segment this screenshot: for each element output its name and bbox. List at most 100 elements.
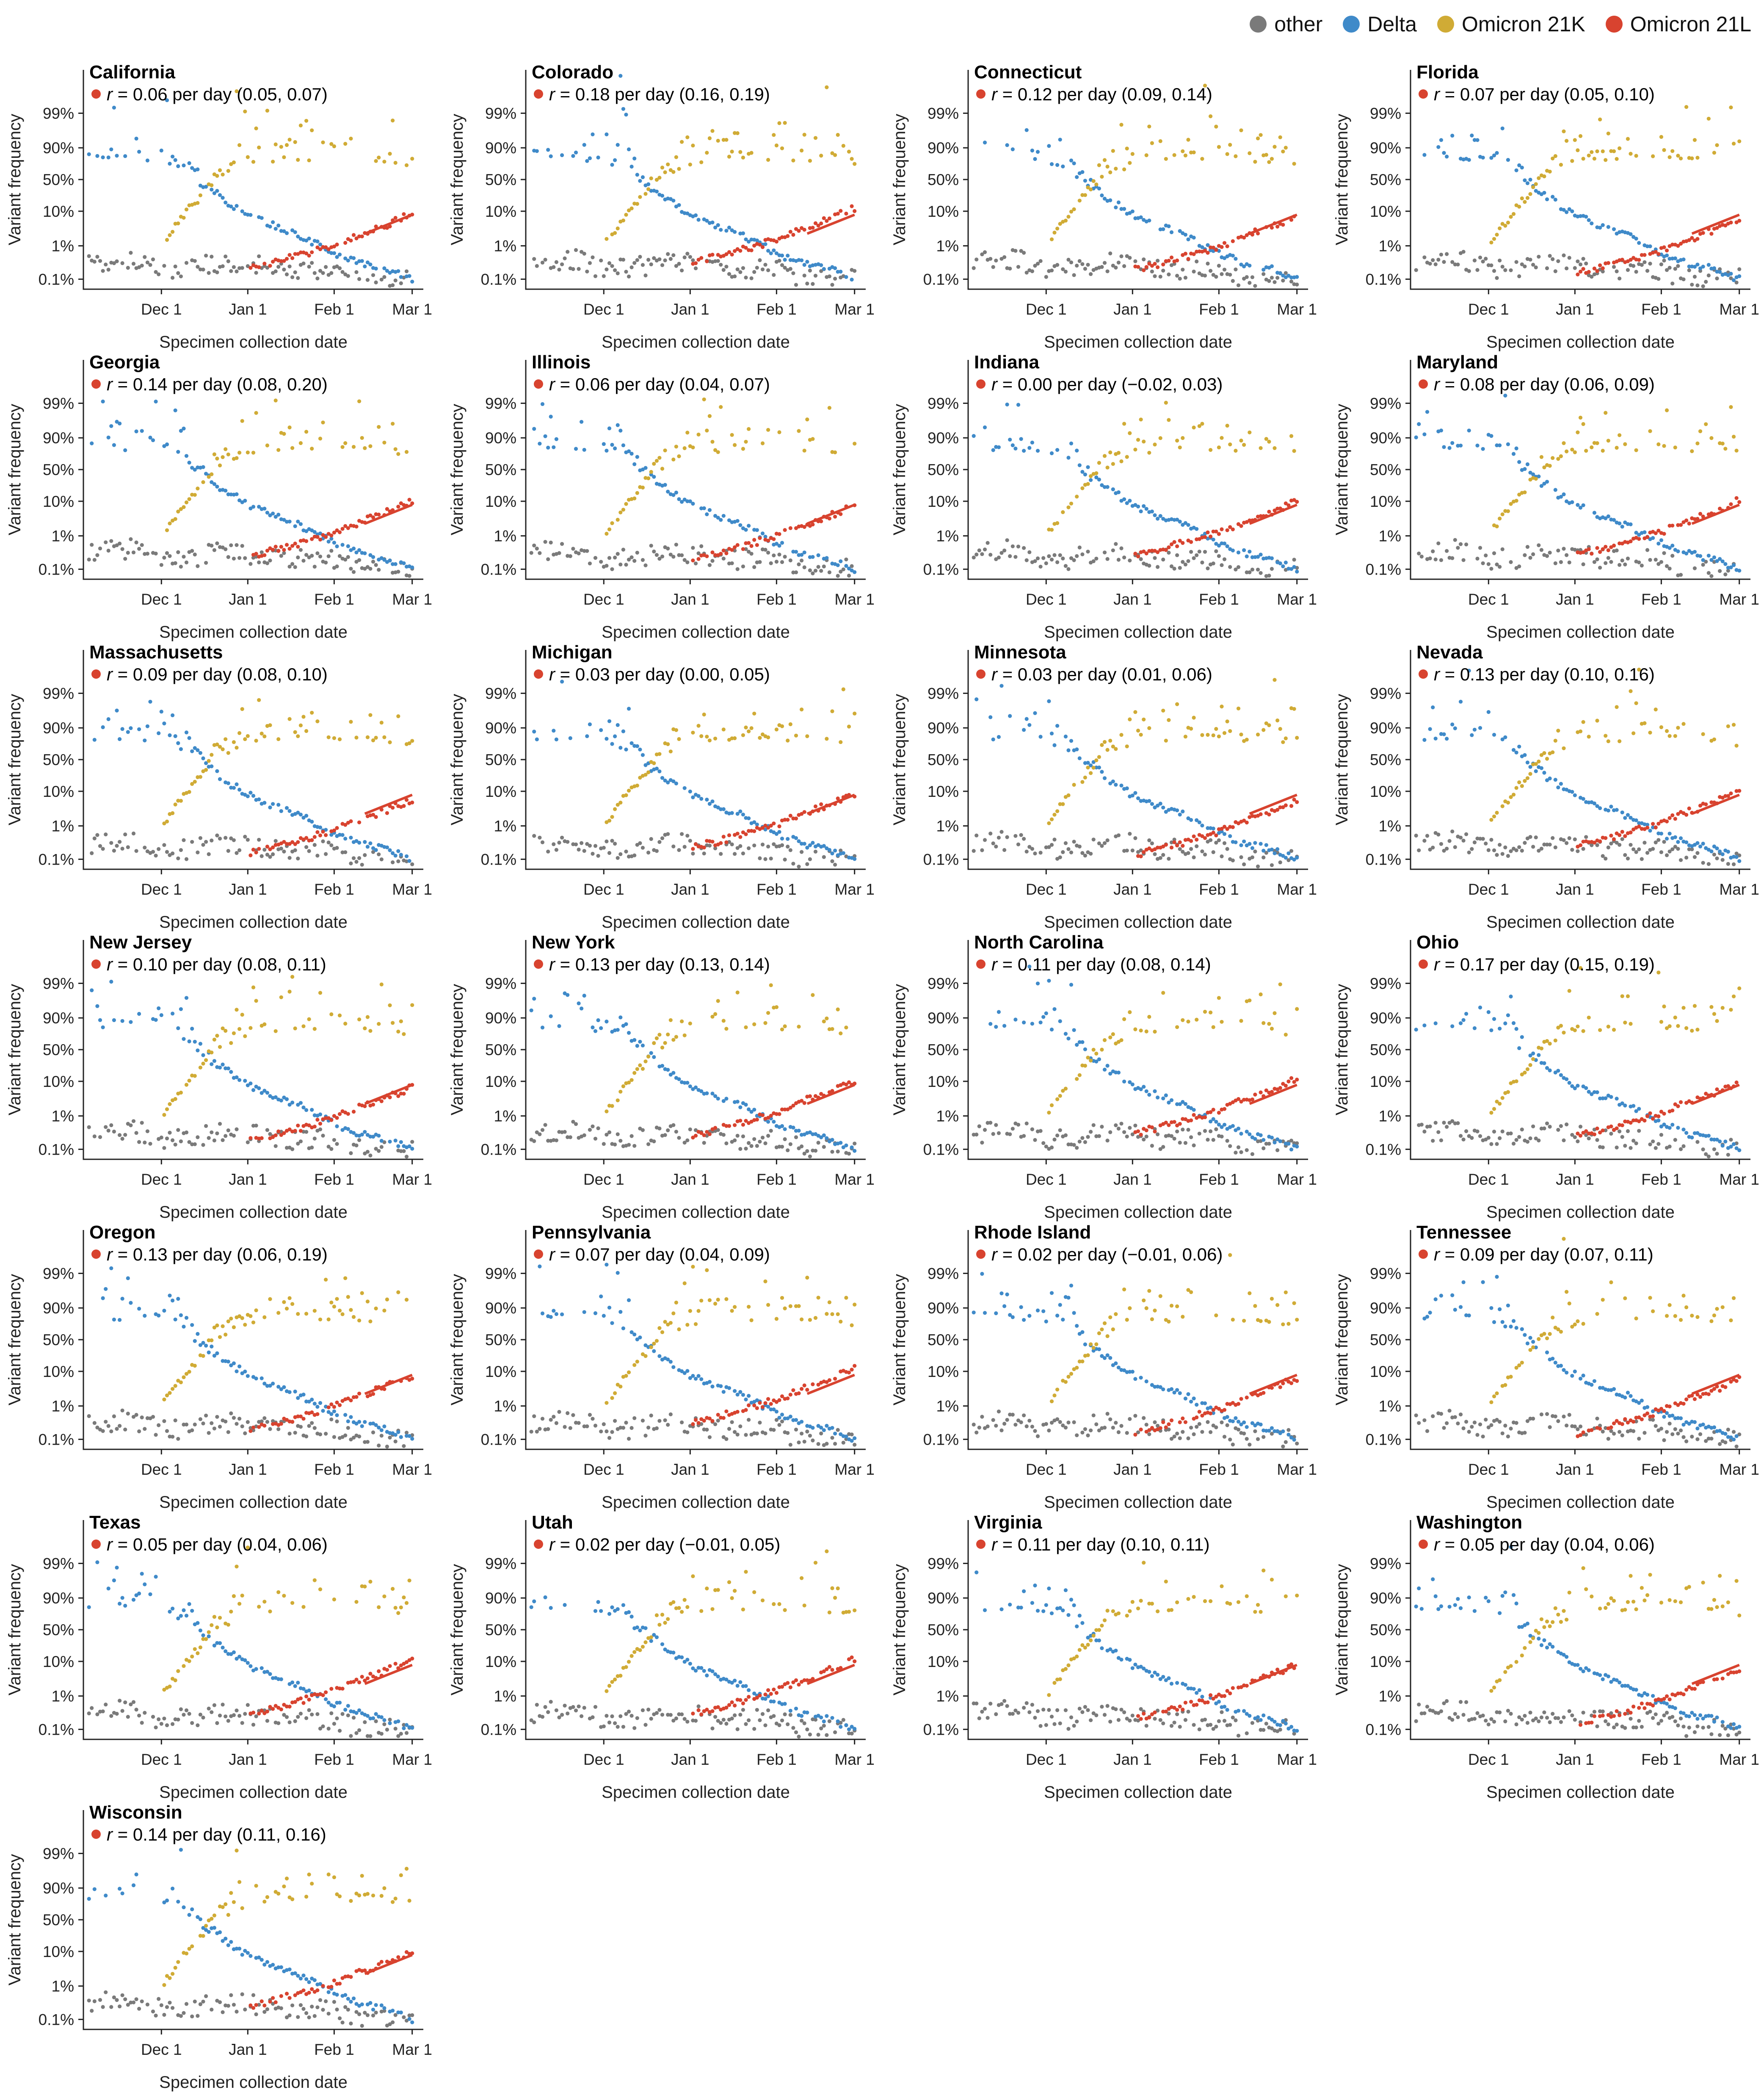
series-delta [1422, 669, 1741, 863]
data-point [95, 154, 99, 158]
data-point [1027, 550, 1031, 554]
data-point [1025, 850, 1029, 854]
data-point [1150, 141, 1154, 145]
data-point [313, 1125, 317, 1128]
data-point [1693, 275, 1697, 279]
data-point [1209, 448, 1212, 452]
data-point [1083, 1048, 1087, 1051]
data-point [674, 155, 678, 159]
data-point [1607, 556, 1610, 560]
data-point [1534, 182, 1538, 186]
data-point [346, 544, 350, 548]
data-point [666, 252, 670, 256]
data-point [224, 1134, 227, 1138]
data-point [146, 158, 149, 162]
data-point [1228, 442, 1232, 446]
data-point [605, 840, 608, 843]
data-point [251, 505, 255, 509]
data-point [315, 1118, 319, 1122]
data-point [201, 480, 205, 484]
data-point [1184, 735, 1187, 738]
data-point [1695, 851, 1699, 855]
data-point [1259, 446, 1263, 450]
data-point [1117, 558, 1121, 561]
data-point [377, 568, 381, 572]
data-point [1133, 1027, 1137, 1031]
data-point [775, 240, 778, 243]
data-point [777, 553, 781, 556]
data-point [115, 709, 119, 713]
data-point [210, 473, 213, 476]
data-point [1231, 549, 1235, 553]
data-point [1481, 561, 1485, 565]
data-point [780, 254, 784, 257]
data-point [822, 267, 826, 271]
data-point [1181, 149, 1184, 153]
series-omicron-21l [1576, 496, 1741, 556]
y-tick-label: 90% [485, 429, 516, 447]
x-tick-label: Feb 1 [314, 881, 354, 898]
data-point [1226, 719, 1229, 723]
data-point [1414, 268, 1418, 272]
data-point [1281, 279, 1285, 282]
data-point [1595, 441, 1599, 445]
data-point [374, 848, 378, 852]
data-point [310, 128, 314, 132]
data-point [1175, 808, 1179, 812]
data-point [814, 804, 817, 808]
data-point [847, 574, 851, 578]
data-point [1128, 1126, 1132, 1130]
data-point [761, 245, 765, 249]
data-point [607, 556, 611, 560]
data-point [630, 207, 634, 210]
data-point [616, 1132, 620, 1136]
data-point [1125, 455, 1129, 459]
data-point [282, 548, 286, 552]
data-point [685, 252, 689, 256]
data-point [1117, 1127, 1121, 1131]
data-point [171, 276, 174, 279]
data-point [685, 834, 689, 838]
growth-rate-text: r = 0.13 per day (0.13, 0.14) [549, 954, 770, 974]
data-point [1634, 270, 1638, 274]
data-point [174, 561, 177, 565]
data-point [224, 254, 227, 258]
data-point [1509, 268, 1513, 272]
data-point [571, 267, 575, 271]
data-point [786, 254, 790, 257]
data-point [109, 980, 113, 984]
data-point [1712, 556, 1716, 559]
data-point [1111, 1032, 1115, 1036]
data-point [1136, 555, 1140, 558]
data-point [1052, 553, 1056, 557]
data-point [671, 199, 675, 202]
rate-marker-icon [91, 959, 101, 969]
data-point [755, 528, 759, 532]
data-point [1665, 853, 1669, 857]
state-title: New Jersey [89, 932, 192, 953]
data-point [602, 846, 606, 850]
data-point [299, 1129, 303, 1133]
data-point [630, 452, 634, 456]
data-point [132, 832, 135, 835]
data-point [352, 570, 356, 574]
data-point [1234, 268, 1237, 271]
data-point [719, 852, 723, 856]
data-point [974, 257, 978, 261]
data-point [836, 574, 840, 578]
data-point [1684, 840, 1688, 844]
data-point [1587, 270, 1591, 274]
data-point [1231, 1124, 1235, 1128]
y-tick-label: 99% [43, 105, 74, 122]
data-point [1693, 855, 1697, 859]
data-point [329, 1147, 333, 1151]
data-point [1226, 847, 1229, 851]
data-point [310, 711, 314, 715]
rate-marker-icon [976, 379, 986, 389]
x-tick-label: Jan 1 [229, 591, 267, 608]
data-point [137, 1140, 141, 1144]
data-point [408, 274, 411, 278]
data-point [1273, 1141, 1276, 1144]
data-point [596, 155, 600, 159]
data-point [1083, 179, 1087, 182]
